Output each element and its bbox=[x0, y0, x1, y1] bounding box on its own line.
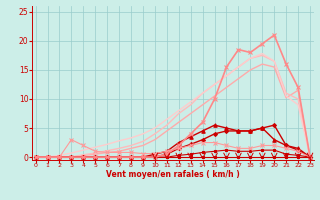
X-axis label: Vent moyen/en rafales ( km/h ): Vent moyen/en rafales ( km/h ) bbox=[106, 170, 240, 179]
